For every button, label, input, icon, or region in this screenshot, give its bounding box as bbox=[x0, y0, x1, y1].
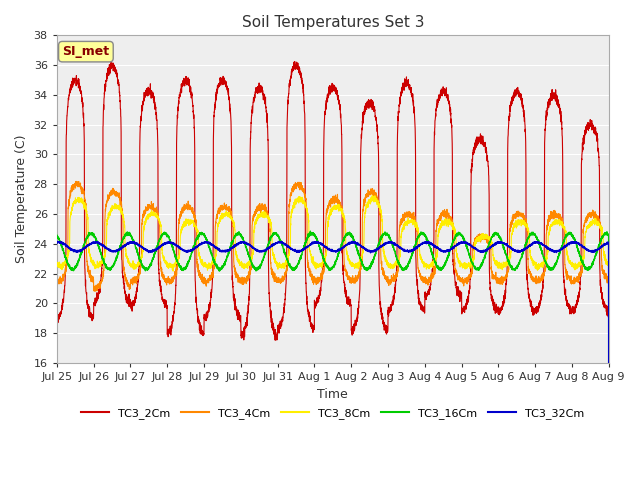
Y-axis label: Soil Temperature (C): Soil Temperature (C) bbox=[15, 135, 28, 264]
X-axis label: Time: Time bbox=[317, 388, 348, 401]
Text: SI_met: SI_met bbox=[62, 45, 109, 58]
Legend: TC3_2Cm, TC3_4Cm, TC3_8Cm, TC3_16Cm, TC3_32Cm: TC3_2Cm, TC3_4Cm, TC3_8Cm, TC3_16Cm, TC3… bbox=[77, 403, 589, 423]
Title: Soil Temperatures Set 3: Soil Temperatures Set 3 bbox=[241, 15, 424, 30]
